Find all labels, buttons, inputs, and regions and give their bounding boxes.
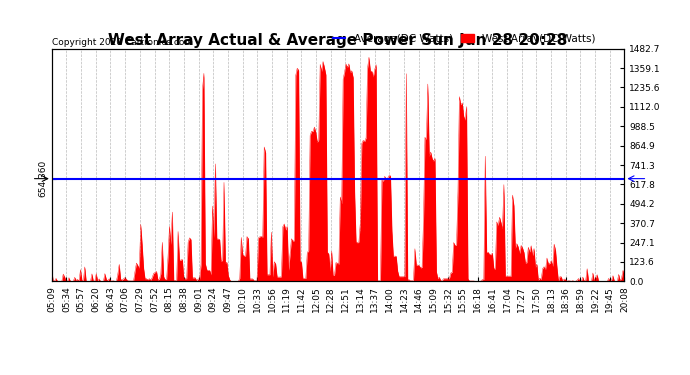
Title: West Array Actual & Average Power Sun Jun 28 20:28: West Array Actual & Average Power Sun Ju… [108, 33, 568, 48]
Text: Copyright 2020 Cartronics.com: Copyright 2020 Cartronics.com [52, 38, 193, 47]
Legend: Average(DC Watts), West Array(DC Watts): Average(DC Watts), West Array(DC Watts) [328, 30, 600, 48]
